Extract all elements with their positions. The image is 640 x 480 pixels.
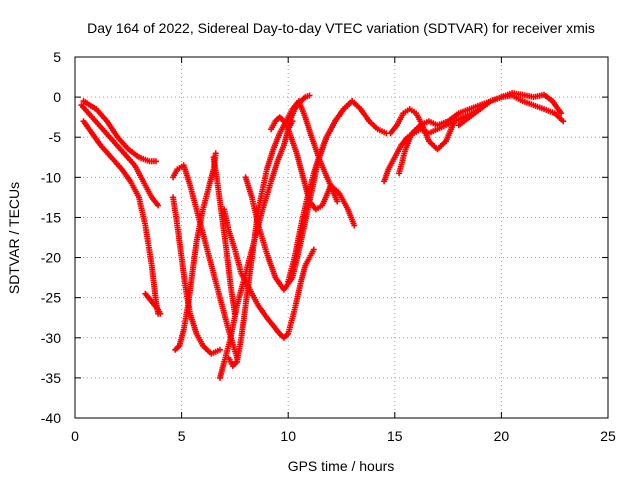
y-tick-label: -5 [49, 129, 62, 145]
y-tick-label: 0 [53, 89, 61, 105]
x-tick-label: 20 [494, 428, 510, 444]
series-markers [268, 114, 358, 229]
series-arc-4 [142, 290, 164, 317]
y-tick-label: -15 [41, 209, 61, 225]
series-arc-13 [268, 114, 358, 229]
plot-frame [74, 56, 609, 419]
series-arc-8 [210, 154, 238, 317]
series-arc-2 [78, 102, 162, 209]
series-markers [387, 106, 458, 153]
series-arc-15 [285, 92, 313, 129]
series-markers [78, 102, 162, 209]
x-axis-label: GPS time / hours [288, 458, 395, 474]
y-tick-label: -40 [41, 410, 61, 426]
series-markers [80, 98, 159, 165]
series-arc-19 [455, 90, 565, 129]
x-tick-label: 5 [178, 428, 186, 444]
y-tick-label: -35 [41, 370, 61, 386]
series-markers [285, 98, 390, 285]
y-tick-label: -10 [41, 169, 61, 185]
y-tick-label: 5 [53, 49, 61, 65]
series-arc-1 [80, 98, 159, 165]
series-markers [285, 92, 313, 129]
series-markers [172, 150, 219, 353]
x-tick-label: 15 [387, 428, 403, 444]
series-arc-14 [285, 98, 390, 285]
x-tick-label: 10 [280, 428, 296, 444]
series-markers [210, 154, 238, 317]
x-tick-label: 25 [600, 428, 616, 444]
data-series [78, 90, 567, 381]
y-axis-label: SDTVAR / TECUs [6, 182, 22, 294]
axis-ticks: 0 5 10 15 20 25 -40 -35 -30 -25 -20 -15 -10 -5 0 5 [41, 49, 616, 444]
chart-title: Day 164 of 2022, Sidereal Day-to-day VTE… [87, 20, 595, 36]
series-arc-7 [172, 150, 219, 353]
y-tick-label: -25 [41, 290, 61, 306]
series-arc-3 [80, 118, 162, 317]
x-tick-label: 0 [71, 428, 79, 444]
series-markers [142, 290, 164, 317]
grid [75, 57, 608, 418]
y-tick-label: -20 [41, 250, 61, 266]
series-arc-17 [387, 106, 458, 153]
y-tick-label: -30 [41, 330, 61, 346]
series-markers [80, 118, 162, 317]
series-markers [455, 90, 565, 129]
